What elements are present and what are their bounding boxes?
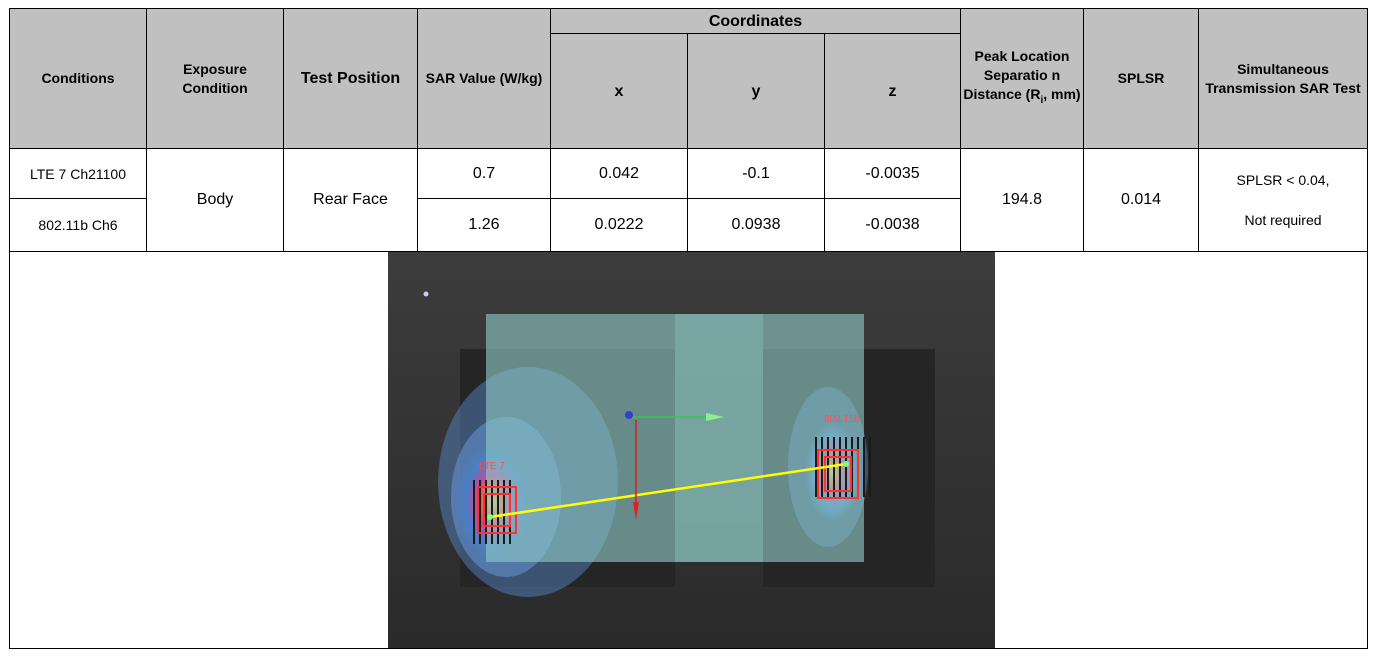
- row-condition: 802.11b Ch6: [9, 198, 147, 252]
- x-cell: 0.042: [550, 148, 688, 199]
- header-sar-value: SAR Value (W/kg): [417, 8, 551, 149]
- sar-cell: 1.26: [417, 198, 551, 252]
- peak-distance-cell: 194.8: [960, 148, 1084, 252]
- z-cell: -0.0038: [824, 198, 961, 252]
- header-z: z: [824, 33, 961, 149]
- table-row: LTE 7 Ch21100 Body Rear Face 0.7 0.042 -…: [9, 148, 1368, 252]
- header-test-position: Test Position: [283, 8, 418, 149]
- header-splsr: SPLSR: [1083, 8, 1199, 149]
- header-coordinates: Coordinates: [550, 8, 961, 34]
- x-cell: 0.0222: [550, 198, 688, 252]
- label-lte: LTE 7: [479, 461, 505, 472]
- header-exposure-condition: Exposure Condition: [146, 8, 284, 149]
- axis-y-arrow-icon: [633, 502, 639, 520]
- sar-plot-cell: LTE 7 802.11b: [9, 251, 1368, 649]
- y-cell: -0.1: [687, 148, 825, 199]
- header-simultaneous: Simultaneous Transmission SAR Test: [1198, 8, 1368, 149]
- origin-dot-icon: [423, 291, 429, 297]
- separation-line: [489, 462, 847, 519]
- exposure-cell: Body: [146, 148, 284, 252]
- result-cell: SPLSR < 0.04, Not required: [1198, 148, 1368, 252]
- peak-point-right: [843, 461, 849, 467]
- position-cell: Rear Face: [283, 148, 418, 252]
- phantom-overlay: [486, 314, 864, 562]
- z-cell: -0.0035: [824, 148, 961, 199]
- axis-origin-icon: [625, 411, 633, 419]
- sar-table: Conditions Exposure Condition Test Posit…: [9, 8, 1368, 649]
- peak-point-left: [487, 514, 493, 520]
- y-cell: 0.0938: [687, 198, 825, 252]
- peak-marker-right: [817, 449, 859, 499]
- header-conditions: Conditions: [9, 8, 147, 149]
- header-y: y: [687, 33, 825, 149]
- label-wifi: 802.11b: [824, 414, 860, 425]
- splsr-cell: 0.014: [1083, 148, 1199, 252]
- peak-marker-left: [477, 486, 517, 534]
- row-condition: LTE 7 Ch21100: [9, 148, 147, 199]
- header-x: x: [550, 33, 688, 149]
- header-peak-separation: Peak Location Separatio n Distance (Ri, …: [960, 8, 1084, 149]
- axis-x-arrow-icon: [706, 413, 724, 421]
- antenna-left: [473, 480, 511, 544]
- table-row: 802.11b Ch6 1.26 0.0222 0.0938 -0.0038: [9, 198, 1368, 252]
- sar-cell: 0.7: [417, 148, 551, 199]
- sar-distribution-plot: LTE 7 802.11b: [388, 252, 995, 648]
